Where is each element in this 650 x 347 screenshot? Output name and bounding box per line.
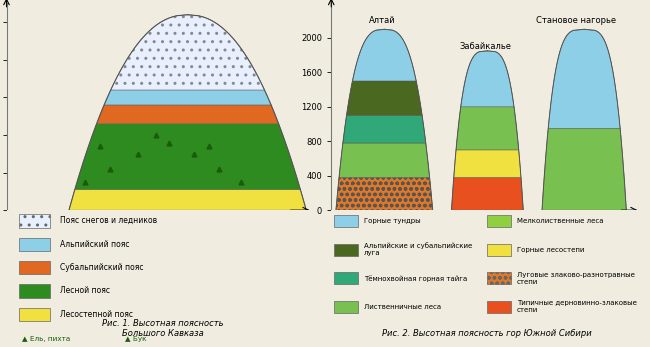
Text: Алтай: Алтай	[369, 16, 395, 25]
Text: Рис. 2. Высотная поясность гор Южной Сибири: Рис. 2. Высотная поясность гор Южной Сиб…	[382, 329, 592, 338]
Bar	[488, 215, 511, 227]
Polygon shape	[339, 143, 430, 177]
Polygon shape	[336, 177, 433, 210]
Text: Лесной пояс: Лесной пояс	[60, 286, 110, 295]
Text: Альпийские и субальпийские
луга: Альпийские и субальпийские луга	[364, 243, 473, 256]
Text: h, м: h, м	[0, 0, 1, 1]
Polygon shape	[461, 51, 514, 107]
Bar	[488, 244, 511, 255]
Text: Рис. 1. Высотная поясность
Большого Кавказа: Рис. 1. Высотная поясность Большого Кавк…	[102, 319, 224, 338]
Polygon shape	[456, 107, 519, 150]
Text: Субальпийский пояс: Субальпийский пояс	[60, 263, 143, 272]
Bar	[334, 215, 358, 227]
Text: Пояс снегов и ледников: Пояс снегов и ледников	[60, 216, 157, 225]
Polygon shape	[452, 177, 523, 210]
Bar	[488, 301, 511, 313]
Text: Горные лесостепи: Горные лесостепи	[517, 246, 584, 253]
Text: ▲ Бук: ▲ Бук	[125, 336, 147, 342]
Text: Лиственничные леса: Лиственничные леса	[364, 304, 441, 310]
Text: Луговые злаково-разнотравные
степи: Луговые злаково-разнотравные степи	[517, 272, 635, 285]
Text: Мелколиственные леса: Мелколиственные леса	[517, 218, 604, 224]
Polygon shape	[548, 29, 620, 128]
Bar	[334, 272, 358, 284]
Bar	[19, 307, 50, 321]
Bar	[334, 244, 358, 255]
Polygon shape	[69, 189, 306, 210]
Bar	[334, 301, 358, 313]
Polygon shape	[352, 29, 416, 81]
Text: Становое нагорье: Становое нагорье	[536, 16, 616, 25]
Polygon shape	[542, 128, 627, 210]
Text: h, м: h, м	[313, 0, 332, 1]
Text: Типичные дерновинно-злаковые
степи: Типичные дерновинно-злаковые степи	[517, 301, 637, 313]
Text: Лесостепной пояс: Лесостепной пояс	[60, 310, 133, 319]
Polygon shape	[104, 90, 271, 105]
Bar	[19, 237, 50, 251]
Polygon shape	[343, 116, 426, 143]
Polygon shape	[346, 81, 422, 116]
Bar	[19, 261, 50, 274]
Text: Альпийский пояс: Альпийский пояс	[60, 240, 129, 249]
Bar	[19, 284, 50, 297]
Polygon shape	[75, 124, 300, 189]
Polygon shape	[111, 15, 265, 90]
Text: Забайкалье: Забайкалье	[460, 42, 512, 51]
Text: Тёмнохвойная горная тайга: Тёмнохвойная горная тайга	[364, 275, 467, 282]
Polygon shape	[97, 105, 279, 124]
Text: ▲ Ель, пихта: ▲ Ель, пихта	[22, 336, 70, 342]
Bar	[19, 214, 50, 228]
Polygon shape	[454, 150, 521, 177]
Text: Горные тундры: Горные тундры	[364, 218, 421, 224]
Polygon shape	[111, 15, 265, 90]
Bar	[488, 272, 511, 284]
